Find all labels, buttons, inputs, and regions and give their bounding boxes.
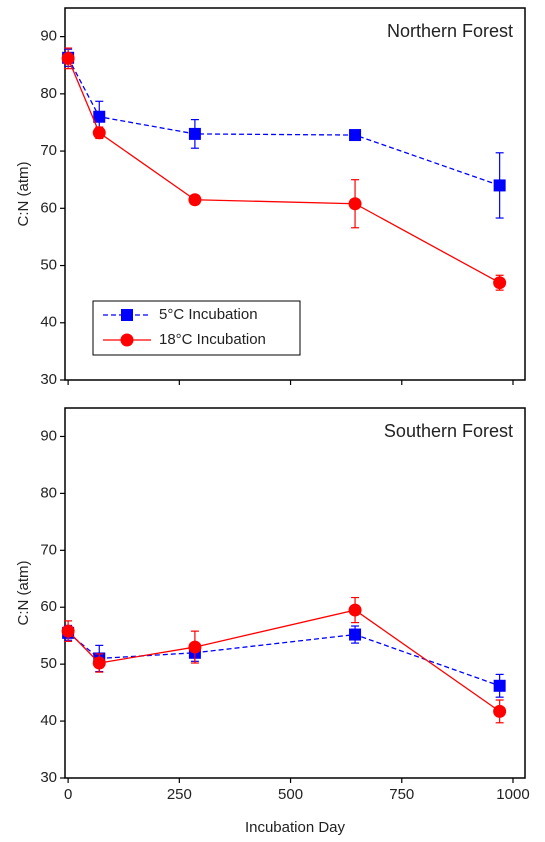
series-line: [67, 57, 500, 187]
legend-label: 18°C Incubation: [159, 331, 266, 348]
marker: [493, 679, 506, 692]
y-tick-label: 90: [40, 28, 57, 45]
legend-marker: [120, 333, 134, 347]
plot-frame: [64, 407, 526, 779]
marker: [493, 179, 506, 192]
series-line: [67, 632, 500, 687]
marker: [92, 656, 106, 670]
y-tick-label: 40: [40, 712, 57, 729]
marker: [348, 197, 362, 211]
y-tick-label: 70: [40, 142, 57, 159]
y-tick-label: 50: [40, 655, 57, 672]
marker: [92, 126, 106, 140]
panel-title: Northern Forest: [387, 21, 513, 41]
marker: [349, 628, 362, 641]
y-tick-label: 30: [40, 371, 57, 388]
y-tick-label: 60: [40, 199, 57, 216]
series-line: [67, 609, 501, 712]
x-tick-label: 250: [167, 786, 192, 803]
y-tick-label: 50: [40, 257, 57, 274]
x-tick-label: 500: [278, 786, 303, 803]
y-tick-label: 70: [40, 541, 57, 558]
legend-marker: [121, 309, 133, 321]
y-tick-label: 40: [40, 314, 57, 331]
legend-label: 5°C Incubation: [159, 306, 258, 323]
marker: [493, 704, 507, 718]
y-tick-label: 90: [40, 427, 57, 444]
y-tick-label: 80: [40, 484, 57, 501]
x-tick-label: 750: [389, 786, 414, 803]
panel-title: Southern Forest: [384, 421, 513, 441]
marker: [493, 276, 507, 290]
y-tick-label: 80: [40, 85, 57, 102]
x-tick-label: 0: [64, 786, 72, 803]
marker: [61, 51, 75, 65]
marker: [349, 129, 362, 142]
x-tick-label: 1000: [496, 786, 529, 803]
series-line: [67, 58, 500, 284]
plot-frame: [64, 7, 526, 381]
marker: [348, 603, 362, 617]
marker: [93, 110, 106, 123]
marker: [188, 640, 202, 654]
y-axis-label: C:N (atm): [15, 561, 32, 626]
y-axis-label: C:N (atm): [15, 162, 32, 227]
y-tick-label: 60: [40, 598, 57, 615]
y-tick-label: 30: [40, 769, 57, 786]
marker: [188, 127, 201, 140]
marker: [188, 193, 202, 207]
marker: [61, 624, 75, 638]
x-axis-label: Incubation Day: [245, 819, 346, 836]
